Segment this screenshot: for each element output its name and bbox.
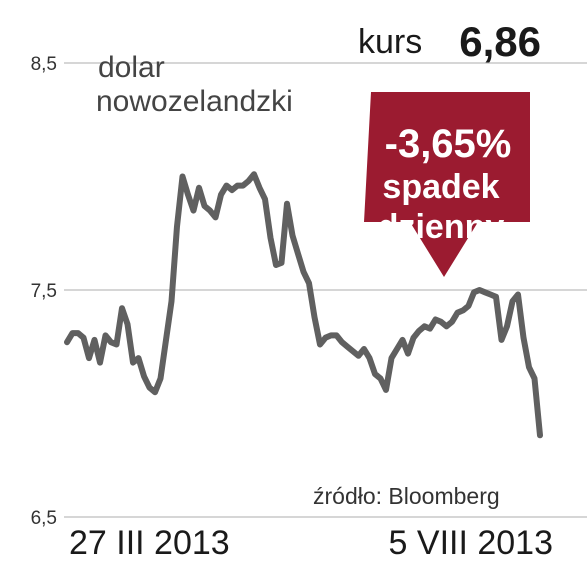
badge-change: -3,65% [385,122,512,166]
y-tick-label-0: 8,5 [31,54,57,75]
daily-change-badge: -3,65% spadek dzienny [364,92,530,277]
x-end-label: 5 VIII 2013 [389,524,553,562]
y-tick-labels: 8,5 7,5 6,5 [31,54,57,529]
chart-subtitle: nowozelandzki [96,85,293,118]
source-label: źródło: Bloomberg [313,483,500,509]
grid-layer [64,62,587,518]
kurs-value: 6,86 [459,18,541,65]
series-line [64,171,543,439]
down-arrow-badge [364,92,530,277]
chart-title: dolar [98,51,165,84]
x-start-label: 27 III 2013 [69,524,230,562]
badge-line2: dzienny [378,208,505,246]
badge-line1: spadek [382,168,499,206]
y-tick-label-1: 7,5 [31,281,57,302]
kurs-label: kurs [358,23,422,61]
y-tick-label-2: 6,5 [31,508,57,529]
